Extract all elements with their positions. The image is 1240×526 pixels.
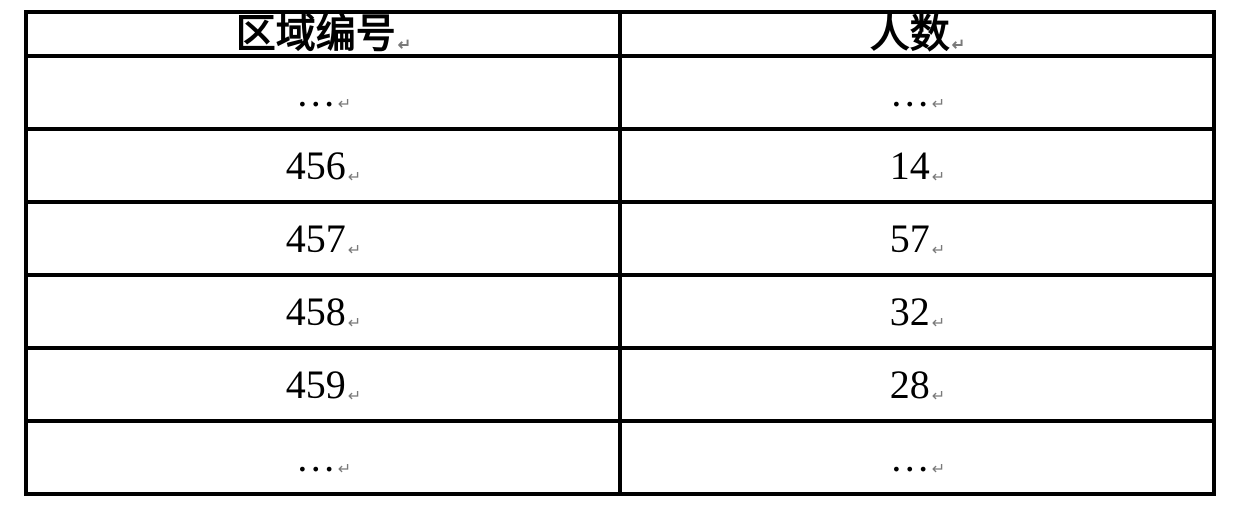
data-table: 区域编号 ↵ 人数 ↵ … ↵ <box>24 10 1216 496</box>
cell-value: 457 <box>286 219 346 259</box>
header-count-label: 人数 <box>870 14 950 54</box>
cell-value: … <box>890 438 930 478</box>
cell-suffix-icon: ↵ <box>932 97 944 113</box>
cell-count: 57 ↵ <box>620 202 1214 275</box>
cell-suffix-icon: ↵ <box>932 462 944 478</box>
cell-count: 32 ↵ <box>620 275 1214 348</box>
cell-count: 28 ↵ <box>620 348 1214 421</box>
table-row: 459 ↵ 28 ↵ <box>26 348 1214 421</box>
cell-count: … ↵ <box>620 421 1214 494</box>
cell-suffix-icon: ↵ <box>348 170 360 186</box>
table-row: 456 ↵ 14 ↵ <box>26 129 1214 202</box>
cell-suffix-icon: ↵ <box>932 316 944 332</box>
cell-region-id: 459 ↵ <box>26 348 620 421</box>
cell-value: 14 <box>890 146 930 186</box>
header-count: 人数 ↵ <box>620 12 1214 56</box>
page-root: 区域编号 ↵ 人数 ↵ … ↵ <box>0 0 1240 526</box>
cell-count: 14 ↵ <box>620 129 1214 202</box>
cell-value: … <box>890 73 930 113</box>
cell-value: 459 <box>286 365 346 405</box>
cell-suffix-icon: ↵ <box>952 38 964 54</box>
cell-suffix-icon: ↵ <box>338 97 350 113</box>
cell-count: … ↵ <box>620 56 1214 129</box>
cell-region-id: … ↵ <box>26 421 620 494</box>
cell-region-id: 457 ↵ <box>26 202 620 275</box>
cell-value: … <box>296 73 336 113</box>
cell-value: 32 <box>890 292 930 332</box>
cell-suffix-icon: ↵ <box>348 389 360 405</box>
cell-suffix-icon: ↵ <box>348 316 360 332</box>
cell-value: 456 <box>286 146 346 186</box>
cell-region-id: … ↵ <box>26 56 620 129</box>
cell-suffix-icon: ↵ <box>348 243 360 259</box>
table-row: 458 ↵ 32 ↵ <box>26 275 1214 348</box>
cell-value: 28 <box>890 365 930 405</box>
cell-suffix-icon: ↵ <box>338 462 350 478</box>
cell-value: … <box>296 438 336 478</box>
cell-value: 57 <box>890 219 930 259</box>
cell-suffix-icon: ↵ <box>932 170 944 186</box>
cell-value: 458 <box>286 292 346 332</box>
table-row: 457 ↵ 57 ↵ <box>26 202 1214 275</box>
table-header-row: 区域编号 ↵ 人数 ↵ <box>26 12 1214 56</box>
cell-region-id: 458 ↵ <box>26 275 620 348</box>
header-region-id: 区域编号 ↵ <box>26 12 620 56</box>
cell-region-id: 456 ↵ <box>26 129 620 202</box>
header-region-id-label: 区域编号 <box>236 14 396 54</box>
cell-suffix-icon: ↵ <box>932 243 944 259</box>
cell-suffix-icon: ↵ <box>932 389 944 405</box>
table-row: … ↵ … ↵ <box>26 56 1214 129</box>
cell-suffix-icon: ↵ <box>398 38 410 54</box>
table-row: … ↵ … ↵ <box>26 421 1214 494</box>
